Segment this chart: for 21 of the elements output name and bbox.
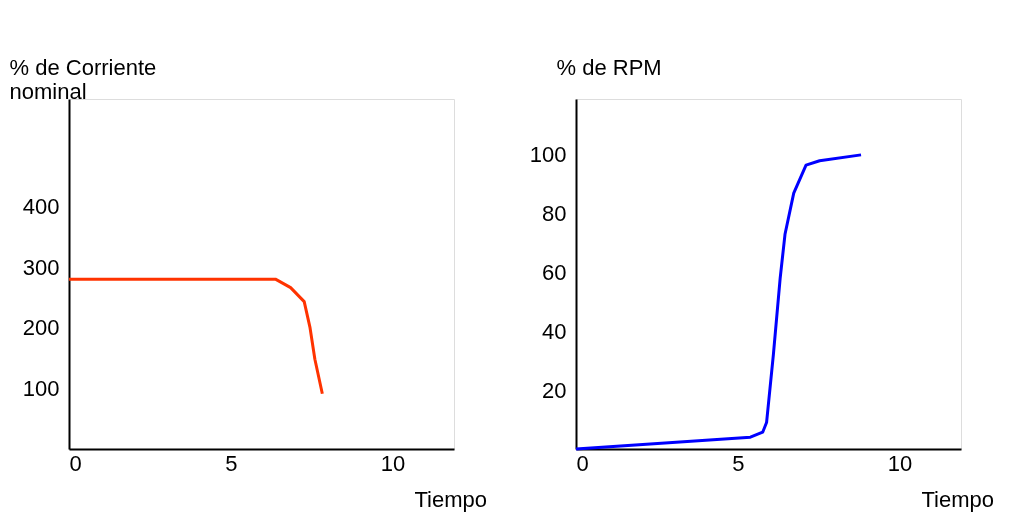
x-tick-label: 5	[732, 450, 745, 476]
y-tick-label: 300	[22, 254, 60, 280]
y-tick-label: 80	[542, 201, 567, 227]
x-tick-label: 10	[887, 450, 913, 476]
x-tick-label: 0	[576, 450, 589, 476]
x-tick-label: 5	[225, 450, 238, 476]
y-tick-label: 400	[22, 193, 60, 219]
x-tick-label: 0	[69, 450, 82, 476]
line-series	[67, 277, 324, 396]
y-tick-label: 200	[22, 315, 60, 341]
y-tick-label: 20	[542, 377, 567, 403]
y-tick-label: 60	[542, 260, 567, 286]
x-tick-label: 10	[380, 450, 406, 476]
x-axis-title: Tiempo	[414, 486, 488, 512]
y-tick-label: 40	[542, 318, 567, 344]
line-series	[574, 153, 863, 451]
y-axis-title: % de RPM	[556, 54, 662, 80]
x-axis-title: Tiempo	[921, 486, 995, 512]
y-tick-label: 100	[529, 142, 567, 168]
y-tick-label: 100	[22, 375, 60, 401]
y-axis-title: % de Corriente nominal	[9, 54, 157, 104]
